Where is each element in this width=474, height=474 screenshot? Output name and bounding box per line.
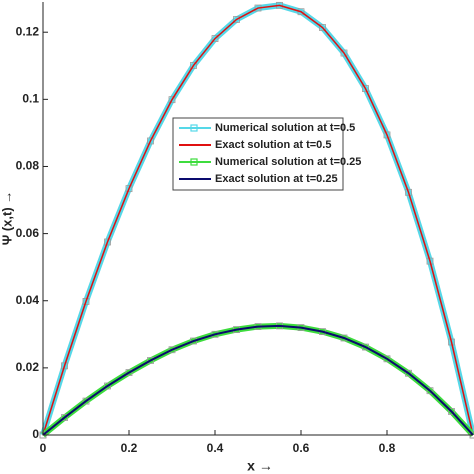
marker — [211, 35, 219, 42]
x-axis-label: x → — [247, 458, 273, 474]
y-tick-label: 0.06 — [16, 226, 40, 240]
marker — [82, 298, 90, 305]
marker — [61, 414, 68, 421]
marker — [61, 362, 68, 370]
marker — [297, 8, 305, 16]
x-tick-label: 0.2 — [121, 441, 138, 455]
legend-label: Numerical solution at t=0.25 — [215, 156, 361, 168]
marker — [104, 382, 111, 390]
marker — [233, 16, 240, 23]
marker — [190, 62, 197, 69]
marker — [448, 408, 455, 415]
axes-box — [42, 2, 473, 436]
legend-label: Numerical solution at t=0.5 — [215, 122, 355, 134]
marker — [340, 49, 348, 57]
y-tick-label: 0.02 — [16, 360, 40, 374]
y-tick-label: 0.04 — [16, 293, 40, 307]
line — [42, 324, 474, 436]
marker — [426, 387, 434, 395]
marker — [125, 369, 133, 376]
legend-marker — [190, 158, 198, 166]
marker — [405, 188, 412, 196]
marker — [362, 85, 369, 92]
y-axis-label: Ψ (x,t) → — [0, 191, 14, 246]
line — [41, 322, 474, 438]
y-tick-label: 0.1 — [22, 92, 39, 106]
marker — [82, 397, 90, 405]
marker — [405, 369, 412, 377]
marker — [125, 185, 133, 193]
legend-label: Exact solution at t=0.25 — [215, 173, 338, 185]
x-tick-label: 0.6 — [293, 441, 310, 455]
legend-marker — [190, 124, 198, 132]
legend-label: Exact solution at t=0.5 — [215, 139, 331, 151]
y-tick-label: 0 — [32, 427, 39, 441]
marker — [383, 131, 391, 139]
marker — [147, 357, 154, 364]
x-tick-label: 0.4 — [207, 441, 224, 455]
x-tick-label: 0.8 — [379, 441, 396, 455]
marker — [168, 346, 176, 354]
marker — [147, 137, 154, 145]
marker — [383, 355, 391, 363]
marker — [104, 238, 111, 246]
marker — [426, 257, 434, 265]
marker — [319, 24, 326, 31]
marker — [168, 96, 176, 104]
x-tick-label: 0 — [40, 441, 47, 455]
y-tick-label: 0.08 — [16, 159, 40, 173]
legend: Numerical solution at t=0.5 Exact solutio… — [172, 117, 361, 191]
line — [42, 4, 474, 436]
marker — [362, 343, 369, 351]
y-tick-label: 0.12 — [16, 24, 40, 38]
